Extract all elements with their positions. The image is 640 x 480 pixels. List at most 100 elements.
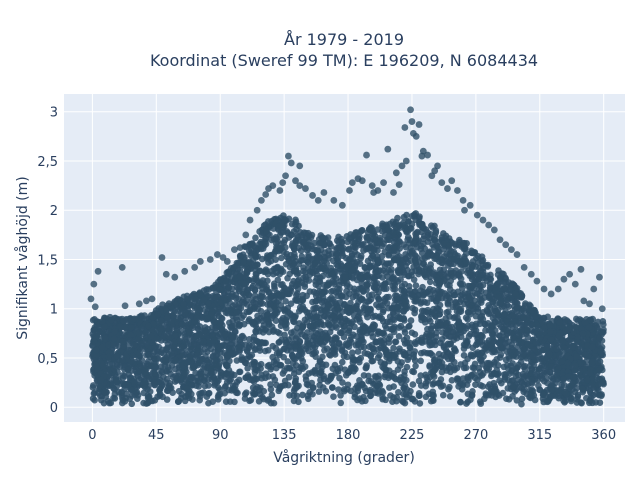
data-point <box>141 369 149 376</box>
data-point <box>531 346 538 353</box>
data-point <box>340 352 348 360</box>
data-point <box>225 284 233 291</box>
data-point <box>319 353 326 361</box>
data-point <box>459 380 467 387</box>
data-point <box>412 362 419 370</box>
data-point <box>502 371 510 378</box>
data-point <box>518 400 525 408</box>
data-point <box>375 296 383 303</box>
data-point <box>262 240 270 248</box>
data-point <box>518 395 526 403</box>
data-point <box>396 345 403 352</box>
data-point <box>429 270 437 278</box>
data-point <box>457 261 464 268</box>
data-point <box>358 226 366 234</box>
data-point <box>395 332 403 340</box>
data-point <box>99 318 106 325</box>
data-point <box>297 247 305 254</box>
data-point <box>212 281 219 289</box>
data-point <box>154 311 162 318</box>
data-point <box>503 348 510 355</box>
data-point <box>409 395 417 403</box>
data-point <box>424 231 432 239</box>
data-point <box>131 315 138 323</box>
data-point <box>238 356 245 364</box>
data-point <box>284 358 292 365</box>
data-point <box>222 398 230 405</box>
data-point <box>395 305 402 313</box>
data-point <box>390 383 397 390</box>
data-point <box>564 326 572 334</box>
data-point <box>472 312 480 320</box>
data-point <box>434 380 442 387</box>
data-point <box>582 358 589 366</box>
data-point <box>189 364 196 372</box>
data-point <box>471 297 479 305</box>
data-point <box>415 215 423 222</box>
data-point <box>313 335 321 343</box>
data-point <box>439 329 446 336</box>
data-point <box>349 266 356 273</box>
data-point <box>307 323 314 330</box>
data-point <box>450 273 458 280</box>
data-point <box>462 364 470 372</box>
data-point <box>305 347 312 355</box>
data-point <box>221 291 228 298</box>
data-point <box>403 302 411 310</box>
data-point <box>436 301 444 309</box>
data-point <box>287 251 295 259</box>
data-point <box>284 274 291 282</box>
data-point <box>295 307 303 315</box>
data-point <box>201 306 209 314</box>
data-point <box>248 351 256 359</box>
data-point <box>280 353 288 361</box>
data-point <box>484 383 492 390</box>
data-point <box>172 356 179 364</box>
data-point <box>136 349 144 357</box>
data-point <box>432 365 440 373</box>
data-point <box>361 264 369 272</box>
data-point <box>403 211 410 219</box>
data-point <box>363 329 371 337</box>
data-point <box>252 252 260 260</box>
data-point <box>417 221 424 228</box>
data-point <box>216 319 224 327</box>
data-point <box>140 389 148 397</box>
data-point <box>306 288 314 295</box>
data-point <box>302 333 310 341</box>
data-point <box>215 312 223 320</box>
data-point <box>570 328 578 336</box>
data-point <box>462 342 469 349</box>
data-point <box>314 246 321 254</box>
data-point <box>515 312 522 320</box>
data-point <box>334 292 342 300</box>
data-point <box>548 363 555 370</box>
data-point <box>343 385 351 393</box>
data-point <box>324 302 332 309</box>
data-point <box>351 390 359 398</box>
data-point <box>187 301 194 308</box>
data-point <box>426 362 433 369</box>
data-point <box>363 272 371 279</box>
data-point <box>335 386 342 393</box>
data-point <box>587 390 595 397</box>
data-point <box>196 396 203 404</box>
data-point <box>405 272 412 280</box>
data-point <box>327 264 335 272</box>
data-point <box>393 397 400 405</box>
data-point <box>235 343 242 351</box>
data-point <box>522 300 529 307</box>
data-point <box>338 319 346 326</box>
data-point <box>555 351 563 359</box>
data-point <box>169 312 177 319</box>
data-point <box>247 396 255 404</box>
data-point <box>101 335 109 343</box>
data-point <box>367 306 374 314</box>
data-point <box>421 319 429 326</box>
data-point <box>209 398 217 405</box>
data-point <box>302 276 310 283</box>
data-point <box>126 315 133 323</box>
data-point <box>359 288 367 295</box>
data-point <box>91 389 98 396</box>
data-point <box>231 398 238 406</box>
